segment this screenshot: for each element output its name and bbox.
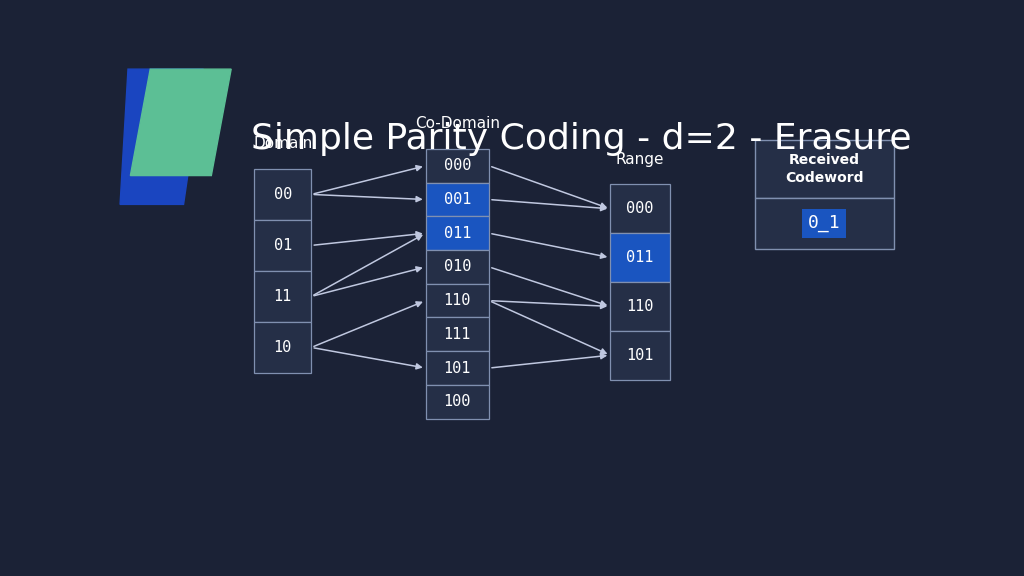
Text: 110: 110 bbox=[443, 293, 471, 308]
Bar bbox=[610, 184, 670, 233]
Bar bbox=[426, 284, 489, 317]
Text: 100: 100 bbox=[443, 394, 471, 410]
Bar bbox=[610, 282, 670, 331]
Polygon shape bbox=[120, 69, 204, 204]
Text: 111: 111 bbox=[443, 327, 471, 342]
Text: 01: 01 bbox=[273, 238, 292, 253]
Bar bbox=[426, 317, 489, 351]
Bar bbox=[254, 220, 311, 271]
Bar bbox=[426, 183, 489, 217]
Bar bbox=[426, 149, 489, 183]
Text: 000: 000 bbox=[443, 158, 471, 173]
Text: 101: 101 bbox=[627, 348, 653, 363]
Text: 0_1: 0_1 bbox=[808, 214, 841, 232]
Bar bbox=[254, 169, 311, 220]
Text: 00: 00 bbox=[273, 187, 292, 202]
Bar bbox=[610, 233, 670, 282]
Bar bbox=[254, 322, 311, 373]
Text: Co-Domain: Co-Domain bbox=[415, 116, 500, 131]
Text: 010: 010 bbox=[443, 259, 471, 274]
Text: 10: 10 bbox=[273, 340, 292, 355]
Bar bbox=[426, 250, 489, 284]
Text: 000: 000 bbox=[627, 202, 653, 217]
Text: 11: 11 bbox=[273, 289, 292, 304]
Text: Received
Codeword: Received Codeword bbox=[785, 153, 863, 184]
Bar bbox=[426, 385, 489, 419]
Bar bbox=[426, 351, 489, 385]
Polygon shape bbox=[130, 69, 231, 176]
Bar bbox=[610, 331, 670, 380]
Text: 110: 110 bbox=[627, 299, 653, 314]
Bar bbox=[254, 271, 311, 322]
Bar bbox=[755, 140, 894, 198]
Text: 001: 001 bbox=[443, 192, 471, 207]
Text: 011: 011 bbox=[627, 250, 653, 265]
Text: 011: 011 bbox=[443, 226, 471, 241]
Bar bbox=[426, 217, 489, 250]
Bar bbox=[755, 198, 894, 249]
Text: Simple Parity Coding - d=2 - Erasure: Simple Parity Coding - d=2 - Erasure bbox=[251, 122, 911, 156]
Text: 101: 101 bbox=[443, 361, 471, 376]
Text: Domain: Domain bbox=[253, 136, 312, 151]
Text: Range: Range bbox=[615, 151, 665, 166]
